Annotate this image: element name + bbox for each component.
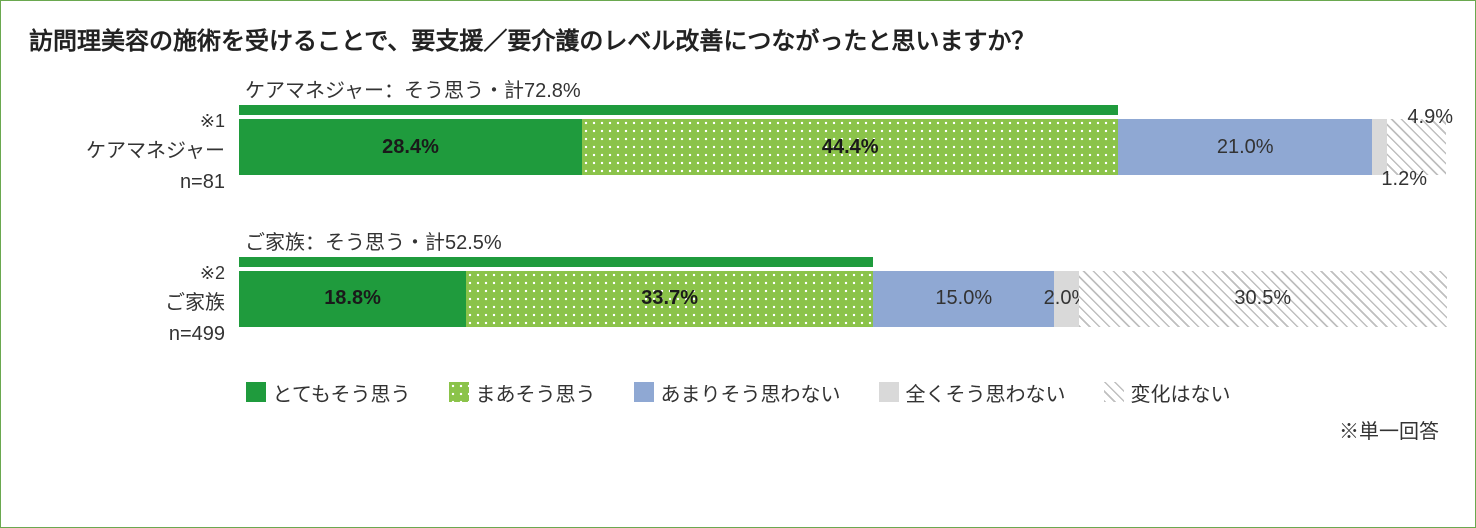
legend: とてもそう思う まあそう思う あまりそう思わない 全くそう思わない 変化はない [29, 378, 1447, 407]
legend-swatch [449, 382, 469, 402]
value-callout: 1.2% [1381, 168, 1427, 191]
bar-segment: 18.8% [239, 271, 466, 327]
legend-swatch [879, 382, 899, 402]
row-n: n=81 [29, 167, 225, 198]
bar-segment: 33.7% [466, 271, 873, 327]
footnote: ※単一回答 [29, 415, 1447, 444]
legend-item: あまりそう思わない [634, 378, 841, 407]
row-labels: ※2ご家族n=499 [29, 226, 239, 350]
legend-label: あまりそう思わない [661, 378, 841, 407]
legend-label: まあそう思う [476, 378, 596, 407]
bar-segment: 21.0% [1118, 119, 1372, 175]
bar-segment: 28.4% [239, 119, 582, 175]
row-group: ケアマネジャー [29, 136, 225, 167]
row-note: ※1 [29, 108, 225, 136]
legend-swatch [246, 382, 266, 402]
legend-label: 変化はない [1131, 378, 1231, 407]
summary-label: ケアマネジャー：そう思う・計72.8% [239, 74, 1447, 103]
row-bars: ご家族：そう思う・計52.5% 18.8%33.7%15.0%2.0%30.5% [239, 226, 1447, 327]
legend-item: 全くそう思わない [879, 378, 1066, 407]
legend-item: 変化はない [1104, 378, 1231, 407]
bar-segment: 2.0% [1054, 271, 1078, 327]
summary-bar [239, 257, 873, 267]
legend-label: 全くそう思わない [906, 378, 1066, 407]
bar-segment [1372, 119, 1386, 175]
legend-item: まあそう思う [449, 378, 596, 407]
legend-label: とてもそう思う [273, 378, 411, 407]
row-n: n=499 [29, 319, 225, 350]
stacked-bar: 18.8%33.7%15.0%2.0%30.5% [239, 271, 1447, 327]
summary-bar [239, 105, 1118, 115]
chart-frame: 訪問理美容の施術を受けることで、要支援／要介護のレベル改善につながったと思います… [0, 0, 1476, 528]
chart-row: ※1ケアマネジャーn=81ケアマネジャー：そう思う・計72.8%28.4%44.… [29, 74, 1447, 198]
stacked-bar: 28.4%44.4%21.0% [239, 119, 1447, 175]
rows-container: ※1ケアマネジャーn=81ケアマネジャー：そう思う・計72.8%28.4%44.… [29, 74, 1447, 350]
row-note: ※2 [29, 260, 225, 288]
legend-swatch [634, 382, 654, 402]
row-bars: ケアマネジャー：そう思う・計72.8%28.4%44.4%21.0%4.9%1.… [239, 74, 1447, 175]
summary-label: ご家族：そう思う・計52.5% [239, 226, 1447, 255]
bar-segment: 15.0% [873, 271, 1054, 327]
value-callout: 4.9% [1407, 106, 1453, 129]
chart-title: 訪問理美容の施術を受けることで、要支援／要介護のレベル改善につながったと思います… [29, 21, 1447, 56]
bar-segment: 44.4% [582, 119, 1118, 175]
bar-segment: 30.5% [1079, 271, 1447, 327]
row-group: ご家族 [29, 288, 225, 319]
row-labels: ※1ケアマネジャーn=81 [29, 74, 239, 198]
legend-swatch [1104, 382, 1124, 402]
chart-row: ※2ご家族n=499ご家族：そう思う・計52.5%18.8%33.7%15.0%… [29, 226, 1447, 350]
legend-item: とてもそう思う [246, 378, 411, 407]
